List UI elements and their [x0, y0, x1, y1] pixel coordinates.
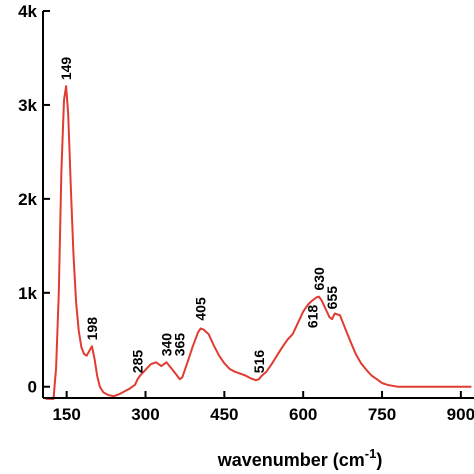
peak-label: 655: [324, 286, 340, 310]
x-axis-title: wavenumber (cm-1): [217, 446, 383, 470]
x-axis-title-superscript: -1: [365, 446, 377, 461]
x-tick-label: 450: [210, 405, 238, 424]
tick-marks: 0 1k 2k 3k 4k 150 300 450 600 750 900: [18, 2, 474, 424]
x-tick-label: 600: [289, 405, 317, 424]
y-tick-label: 0: [28, 378, 37, 397]
peak-label: 365: [172, 333, 188, 357]
y-tick-label: 4k: [18, 2, 37, 21]
x-tick-label: 750: [368, 405, 396, 424]
axes: [42, 11, 474, 399]
x-axis-title-close: ): [376, 450, 382, 470]
peak-label: 516: [251, 350, 267, 374]
x-tick-label: 300: [131, 405, 159, 424]
spectrum-line: [45, 85, 472, 400]
y-tick-label: 3k: [18, 96, 37, 115]
y-tick-label: 2k: [18, 190, 37, 209]
peak-label: 285: [130, 350, 146, 374]
y-tick-label: 1k: [18, 284, 37, 303]
peak-label: 149: [58, 57, 74, 81]
peak-label: 340: [159, 333, 175, 357]
peak-label: 618: [305, 305, 321, 329]
x-axis-title-text: wavenumber (cm: [217, 450, 365, 470]
x-tick-label: 900: [447, 405, 474, 424]
peak-label: 198: [84, 317, 100, 341]
peak-label: 405: [193, 297, 209, 321]
x-tick-label: 150: [52, 405, 80, 424]
peak-label: 630: [311, 267, 327, 291]
